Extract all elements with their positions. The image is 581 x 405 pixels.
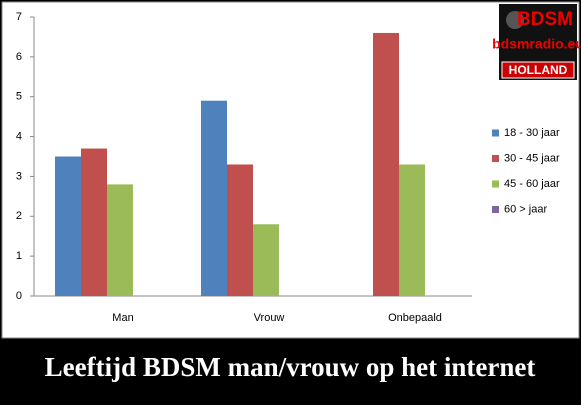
x-tick-label: Onbepaald bbox=[388, 312, 442, 324]
bar bbox=[227, 164, 253, 296]
y-tick-label: 0 bbox=[16, 290, 22, 302]
logo-text: BDSM bbox=[517, 9, 573, 30]
legend-label: 18 - 30 jaar bbox=[504, 127, 560, 139]
logo-icon bbox=[506, 11, 524, 29]
logo-text: HOLLAND bbox=[509, 63, 568, 77]
bar bbox=[107, 184, 133, 296]
chart-title: Leeftijd BDSM man/vrouw op het internet bbox=[45, 352, 536, 382]
bar bbox=[81, 148, 107, 296]
y-tick-label: 7 bbox=[16, 11, 22, 23]
legend-label: 45 - 60 jaar bbox=[504, 178, 560, 190]
legend-swatch bbox=[492, 155, 499, 162]
y-tick-label: 2 bbox=[16, 210, 22, 222]
legend-swatch bbox=[492, 129, 499, 137]
logo-text: bdsmradio.eu bbox=[492, 36, 581, 52]
y-tick-label: 4 bbox=[16, 130, 22, 142]
x-tick-label: Man bbox=[112, 312, 133, 324]
bar bbox=[55, 156, 81, 296]
legend-swatch bbox=[492, 180, 499, 188]
y-tick-label: 5 bbox=[16, 91, 22, 103]
bar bbox=[373, 32, 399, 296]
legend-label: 60 > jaar bbox=[504, 203, 547, 215]
legend-swatch bbox=[492, 206, 499, 213]
legend-label: 30 - 45 jaar bbox=[504, 152, 560, 164]
bar bbox=[253, 224, 279, 296]
logo-badge bbox=[501, 61, 575, 79]
y-tick-label: 1 bbox=[16, 250, 22, 262]
bar bbox=[201, 100, 227, 296]
y-tick-label: 6 bbox=[16, 51, 22, 63]
bar bbox=[399, 164, 425, 296]
x-tick-label: Vrouw bbox=[254, 312, 285, 324]
y-tick-label: 3 bbox=[16, 170, 22, 182]
